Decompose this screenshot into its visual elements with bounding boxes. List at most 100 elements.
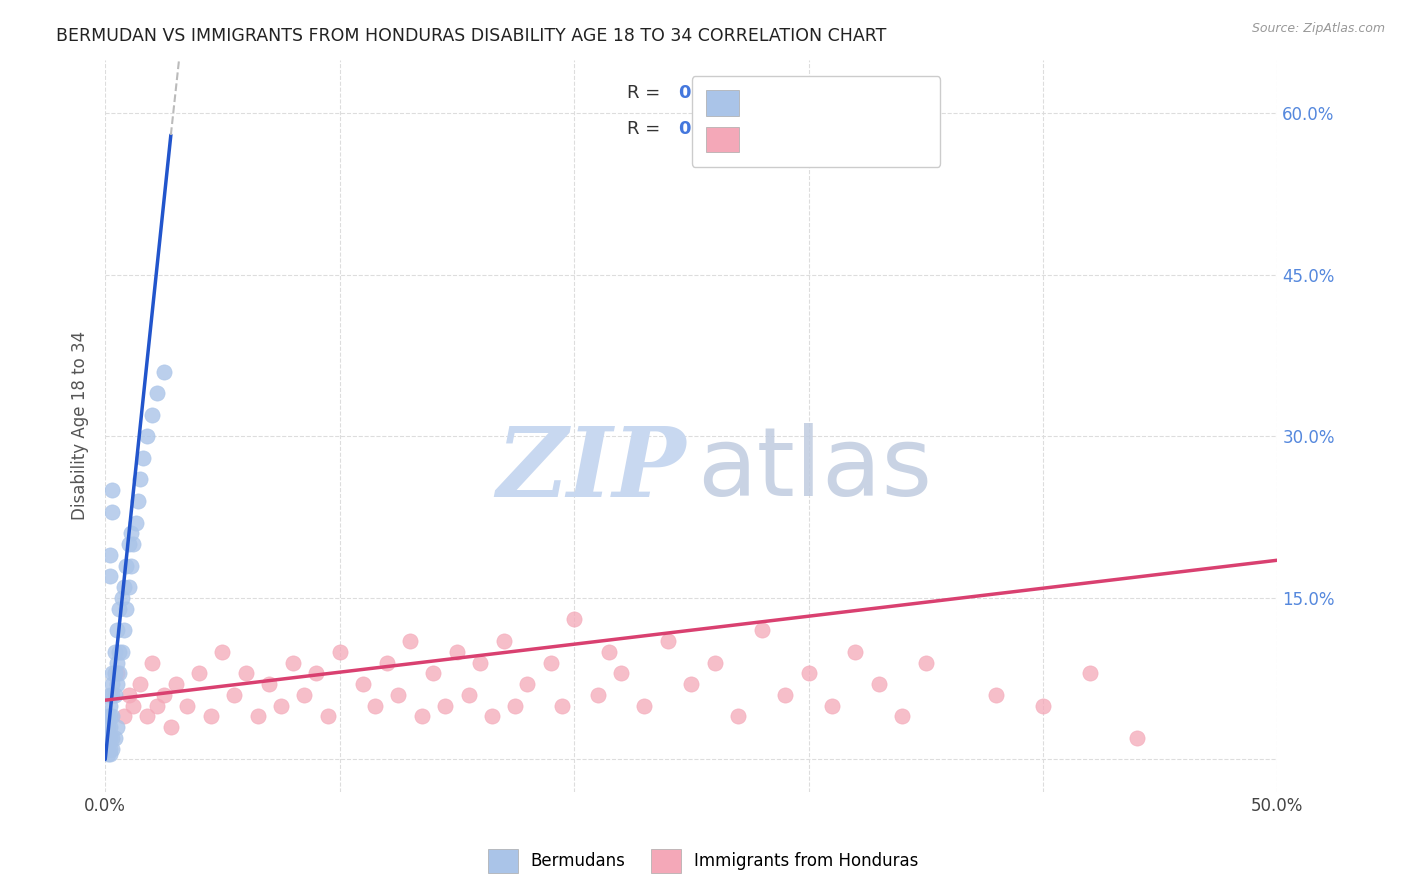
Point (127, 494, 149, 508)
Point (270, 698, 292, 713)
Point (96, 720, 118, 734)
Text: 0.765: 0.765 (679, 84, 735, 102)
Point (727, 709, 749, 723)
Point (98, 688, 121, 702)
Text: 52: 52 (800, 84, 825, 102)
Point (96, 741, 118, 756)
Point (914, 656, 936, 670)
Point (98, 709, 121, 723)
Point (188, 666, 211, 681)
Point (118, 688, 141, 702)
Point (118, 537, 141, 551)
Point (111, 645, 134, 659)
Point (101, 677, 124, 691)
Legend:                               ,                               : , (692, 76, 941, 167)
Point (1078, 666, 1101, 681)
Point (446, 645, 468, 659)
Point (294, 688, 316, 702)
Point (104, 688, 127, 702)
Point (101, 505, 124, 519)
Point (98, 731, 121, 745)
Point (235, 666, 257, 681)
Point (160, 720, 183, 734)
Point (98, 720, 121, 734)
Point (751, 624, 773, 638)
Point (115, 601, 138, 615)
Point (305, 666, 328, 681)
Point (125, 516, 148, 530)
Point (387, 688, 409, 702)
Point (118, 580, 141, 594)
Point (633, 698, 655, 713)
Point (598, 645, 620, 659)
Point (703, 656, 725, 670)
Point (104, 645, 127, 659)
Point (1125, 731, 1147, 745)
Point (821, 698, 844, 713)
Text: 0.346: 0.346 (679, 120, 735, 138)
Point (101, 483, 124, 498)
Point (281, 656, 304, 670)
Point (211, 645, 233, 659)
Point (96, 747, 118, 761)
Text: N =: N = (752, 84, 792, 102)
Point (96, 731, 118, 745)
Point (98, 741, 121, 756)
Point (586, 688, 609, 702)
Point (797, 666, 820, 681)
Point (176, 698, 198, 713)
Point (104, 666, 127, 681)
Point (101, 666, 124, 681)
Point (411, 709, 433, 723)
Point (1032, 698, 1054, 713)
Point (259, 677, 281, 691)
Point (105, 720, 128, 734)
Point (98, 548, 121, 562)
Point (868, 677, 890, 691)
Point (681, 677, 703, 691)
Point (153, 365, 176, 379)
Point (98, 698, 121, 713)
Text: Source: ZipAtlas.com: Source: ZipAtlas.com (1251, 22, 1385, 36)
Point (562, 612, 585, 626)
Point (375, 656, 398, 670)
Text: ZIP: ZIP (496, 423, 686, 516)
Point (101, 709, 124, 723)
Point (104, 731, 127, 745)
Point (108, 601, 131, 615)
Point (610, 666, 633, 681)
Point (98, 569, 121, 583)
Point (132, 450, 155, 465)
Point (457, 688, 479, 702)
Point (101, 688, 124, 702)
Point (105, 666, 128, 681)
Point (96, 709, 118, 723)
Point (129, 473, 152, 487)
Point (136, 709, 159, 723)
Point (146, 386, 169, 401)
Point (122, 537, 145, 551)
Point (105, 677, 128, 691)
Point (891, 709, 914, 723)
Point (434, 698, 457, 713)
Text: R =: R = (627, 120, 666, 138)
Point (112, 580, 135, 594)
Text: N =: N = (752, 120, 792, 138)
Point (111, 591, 134, 605)
Point (422, 666, 444, 681)
Point (329, 645, 352, 659)
Point (105, 624, 128, 638)
Point (773, 688, 796, 702)
Point (115, 558, 138, 573)
Point (101, 741, 124, 756)
Point (505, 698, 527, 713)
Point (492, 634, 515, 648)
Point (364, 698, 387, 713)
Point (540, 656, 562, 670)
Point (352, 677, 374, 691)
Point (122, 698, 145, 713)
Point (101, 731, 124, 745)
Point (136, 429, 159, 443)
Point (108, 666, 131, 681)
Point (551, 698, 574, 713)
